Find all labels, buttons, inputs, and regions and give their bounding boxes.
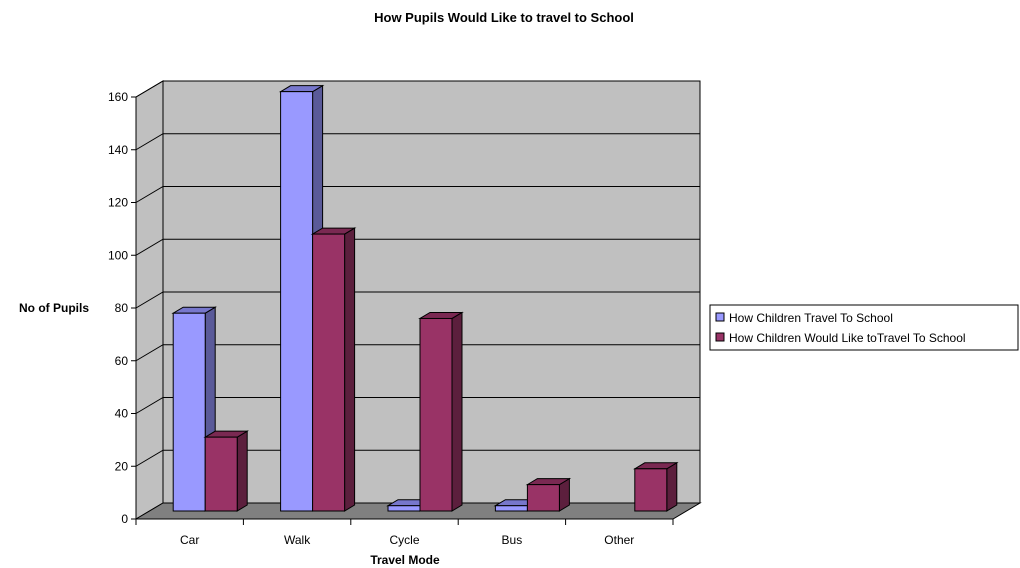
y-tick-label: 80 — [115, 301, 129, 315]
x-tick-label: Car — [180, 533, 199, 547]
bar — [387, 505, 421, 512]
gridline — [135, 80, 700, 98]
y-axis-title: No of Pupils — [19, 301, 89, 315]
gridline — [135, 186, 700, 203]
x-axis-title: Travel Mode — [370, 553, 440, 567]
gridline-layer — [135, 80, 700, 467]
legend-label-series-2: How Children Would Like toTravel To Scho… — [729, 331, 966, 345]
legend-label-series-1: How Children Travel To School — [729, 311, 893, 325]
legend-box — [709, 304, 1019, 351]
bar — [312, 233, 346, 512]
y-tick-label: 100 — [108, 248, 128, 262]
x-tick-label: Walk — [284, 533, 311, 547]
y-tick-label: 160 — [108, 90, 128, 104]
y-tick-label: 40 — [115, 407, 129, 421]
bar-layer — [171, 84, 679, 512]
x-tick-label: Bus — [502, 533, 523, 547]
legend-swatch-series-1 — [715, 312, 725, 322]
bar-side — [451, 311, 463, 512]
bar — [526, 484, 560, 512]
gridline — [135, 238, 700, 256]
legend-swatch-series-2 — [715, 332, 725, 342]
bar — [204, 436, 238, 512]
x-tick-label: Other — [604, 533, 634, 547]
y-tick-label: 20 — [115, 459, 129, 473]
bar — [419, 317, 453, 512]
y-tick-label: 60 — [115, 354, 129, 368]
bar-side — [666, 461, 678, 512]
gridline — [135, 344, 700, 362]
gridline — [135, 133, 700, 151]
legend: How Children Travel To School How Childr… — [709, 304, 1019, 351]
gridline — [135, 397, 700, 414]
bar-side — [236, 430, 248, 512]
bar — [172, 312, 206, 512]
bar — [634, 468, 668, 512]
gridline — [135, 291, 700, 309]
x-tick-label: Cycle — [389, 533, 419, 547]
bar — [280, 91, 314, 512]
y-tick-label: 140 — [108, 143, 128, 157]
bar-side — [344, 227, 356, 512]
y-tick-label: 0 — [121, 512, 128, 526]
y-tick-label: 120 — [108, 196, 128, 210]
axis-layer: 0 20 40 60 80 100 120 140 160 Car Walk Cycle Bus Othe… — [108, 90, 674, 547]
gridline — [135, 449, 700, 467]
chart-title: How Pupils Would Like to travel to Schoo… — [374, 10, 634, 25]
bar — [494, 505, 528, 512]
